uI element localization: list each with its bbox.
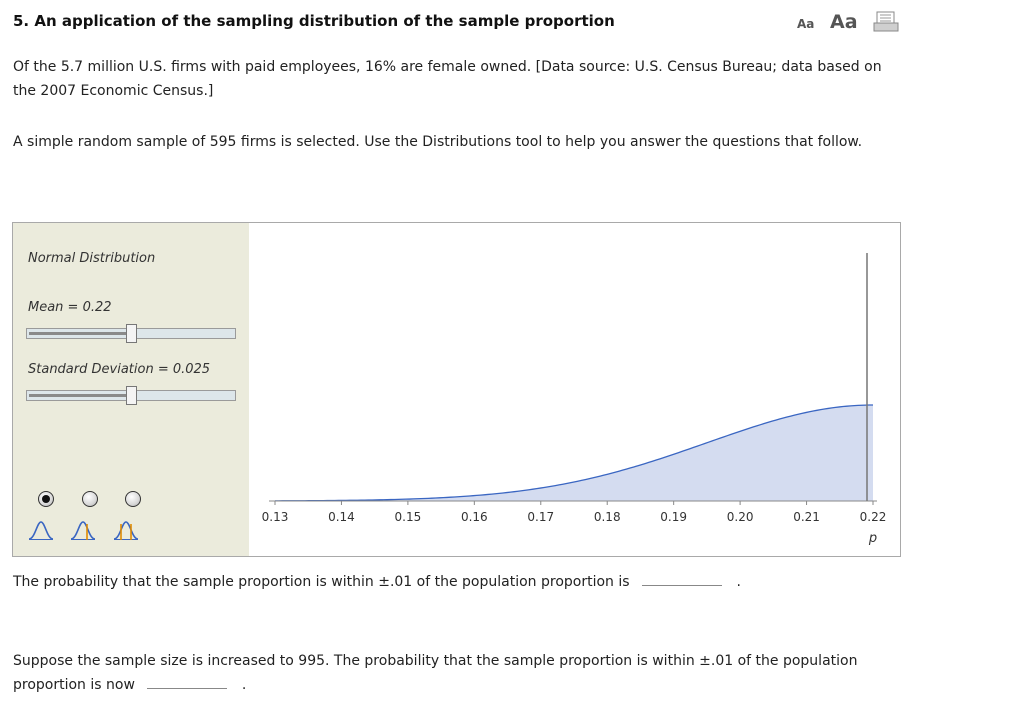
answer-2-field[interactable] xyxy=(147,674,228,689)
control-panel: Normal Distribution Mean = 0.22 Standard… xyxy=(13,223,249,556)
middle-icon[interactable] xyxy=(113,518,139,542)
mode-radio-two-sided[interactable] xyxy=(82,491,98,507)
print-icon[interactable] xyxy=(873,11,899,33)
question-1: The probability that the sample proporti… xyxy=(13,570,741,594)
sd-label: Standard Deviation = 0.025 xyxy=(28,362,211,377)
distribution-label: Normal Distribution xyxy=(28,251,156,266)
sd-slider[interactable] xyxy=(26,386,236,405)
x-tick-label: 0.18 xyxy=(594,510,621,524)
intro-paragraph-2: A simple random sample of 595 firms is s… xyxy=(13,134,863,150)
question-title: 5. An application of the sampling distri… xyxy=(13,12,615,30)
curve-area xyxy=(275,405,873,501)
mean-label: Mean = 0.22 xyxy=(28,300,112,315)
x-axis-label: p xyxy=(868,531,877,546)
mean-slider[interactable] xyxy=(26,324,236,343)
question-2: Suppose the sample size is increased to … xyxy=(13,649,893,697)
x-tick-label: 0.17 xyxy=(527,510,554,524)
sd-slider-fill xyxy=(29,394,130,397)
density-curve xyxy=(274,404,874,502)
intro-paragraph-1: Of the 5.7 million U.S. firms with paid … xyxy=(13,59,882,99)
font-decrease-button[interactable]: Aa xyxy=(797,17,815,31)
tail-left-icon[interactable] xyxy=(28,518,54,542)
x-tick-label: 0.14 xyxy=(328,510,355,524)
x-tick-label: 0.13 xyxy=(262,510,289,524)
distributions-tool: Normal Distribution Mean = 0.22 Standard… xyxy=(12,222,901,557)
question-1-text: The probability that the sample proporti… xyxy=(13,574,630,590)
question-2-text: Suppose the sample size is increased to … xyxy=(13,653,858,693)
mean-slider-fill xyxy=(29,332,130,335)
x-tick-label: 0.21 xyxy=(793,510,820,524)
x-tick-label: 0.15 xyxy=(395,510,422,524)
answer-1-field[interactable] xyxy=(642,571,722,586)
x-tick-label: 0.20 xyxy=(727,510,754,524)
x-tick-label: 0.16 xyxy=(461,510,488,524)
question-2-end: . xyxy=(241,677,247,693)
mode-radio-middle[interactable] xyxy=(125,491,141,507)
mean-slider-thumb[interactable] xyxy=(126,324,137,343)
x-tick-label: 0.19 xyxy=(660,510,687,524)
x-tick-label: 0.22 xyxy=(860,510,887,524)
distribution-plot[interactable]: 0.13 0.14 0.15 0.16 0.17 0.18 0.19 0.20 0.21 0.22… xyxy=(249,223,900,556)
two-sided-icon[interactable] xyxy=(70,518,96,542)
font-increase-button[interactable]: Aa xyxy=(830,11,858,33)
mode-radio-left-tail[interactable] xyxy=(38,491,54,507)
sd-slider-thumb[interactable] xyxy=(126,386,137,405)
question-1-end: . xyxy=(736,574,741,590)
